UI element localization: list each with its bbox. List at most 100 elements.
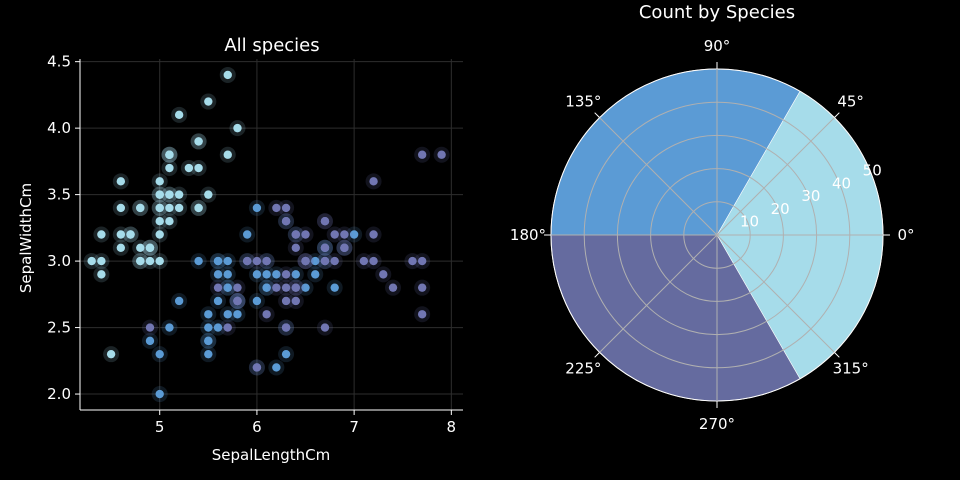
angular-tick-mark [594,112,600,118]
data-point [330,230,339,239]
data-point [194,163,203,173]
data-point [116,243,126,252]
data-point [145,243,155,252]
data-point [262,310,271,319]
data-point [252,363,262,372]
data-point [213,283,223,292]
data-point [320,217,330,226]
data-point [291,296,301,306]
data-point [204,323,213,332]
y-tick-label: 4.0 [47,119,71,137]
data-point [145,323,155,332]
data-point [204,349,213,359]
angle-label: 45° [837,92,864,110]
data-point [252,256,262,266]
data-point [165,217,174,226]
data-point [242,256,252,266]
data-point [213,323,223,332]
y-tick-label: 4.5 [47,53,71,71]
data-point [340,230,349,239]
data-point [417,256,427,266]
data-point [320,323,330,332]
angular-tick-mark [594,352,600,358]
data-point [233,296,242,306]
data-point [116,203,126,213]
data-point [174,203,184,213]
angle-label: 0° [897,226,914,244]
data-point [320,243,330,252]
scatter-ticks: 5 6 7 8 2.0 2.5 3.0 3.5 4.0 4.5 [47,53,456,436]
data-point [116,177,126,186]
polar-labels: 0° 45° 90° 135° 180° 225° 270° 315° 10 20 30 40 50 [510,37,915,433]
scatter-title: All species [224,35,319,56]
angular-gridline [716,234,835,353]
data-point [252,296,262,306]
angular-tick-mark [834,352,840,358]
data-point [417,283,427,292]
angle-label: 90° [704,37,731,55]
angle-label: 135° [565,92,601,110]
data-point [136,256,145,266]
data-point [281,203,291,213]
data-point [97,230,106,239]
angle-label: 315° [833,360,869,378]
data-point [136,203,145,213]
data-point [233,310,242,319]
data-point [213,296,223,306]
radial-tick-label: 40 [832,174,851,192]
data-point [242,230,252,239]
radial-tick-label: 30 [801,187,820,205]
data-point [97,270,106,279]
data-point [369,256,378,266]
data-point [379,270,388,279]
data-point [174,110,184,120]
data-point [272,363,281,372]
data-point [262,283,271,292]
data-point [155,389,164,399]
data-point [204,310,213,319]
scatter-chart: 5 6 7 8 2.0 2.5 3.0 3.5 4.0 4.5 All species Sepal… [17,35,463,464]
data-point [165,163,174,173]
data-point [145,336,155,346]
y-tick-label: 2.5 [47,319,71,337]
data-point [262,256,271,266]
radial-tick-label: 50 [863,162,882,180]
data-point [194,203,203,213]
data-point [223,310,232,319]
data-point [223,150,232,159]
angular-tick-mark [834,112,840,118]
x-tick-label: 7 [349,418,359,436]
data-point [116,230,126,239]
data-point [340,243,349,252]
data-point [204,190,213,199]
data-point [311,256,320,266]
scatter-axes [79,59,463,411]
data-point [417,150,427,159]
data-point [330,283,339,292]
data-point [281,283,291,292]
y-tick-label: 3.5 [47,186,71,204]
data-point [204,97,213,106]
data-point [126,230,135,239]
data-point [165,323,174,332]
data-point [155,177,164,186]
x-tick-label: 8 [447,418,457,436]
x-tick-label: 6 [252,418,262,436]
angle-label: 270° [699,415,735,433]
data-point [301,256,310,266]
data-point [417,310,427,319]
data-point [155,349,164,359]
data-point [272,270,281,279]
data-point [194,137,203,146]
data-point [184,163,194,173]
data-point [106,349,116,359]
data-point [252,270,262,279]
data-point [165,203,174,213]
data-point [87,256,96,266]
data-point [281,349,291,359]
data-point [291,283,301,292]
data-point [272,203,281,213]
data-point [213,270,223,279]
data-point [262,270,271,279]
data-point [301,283,310,292]
